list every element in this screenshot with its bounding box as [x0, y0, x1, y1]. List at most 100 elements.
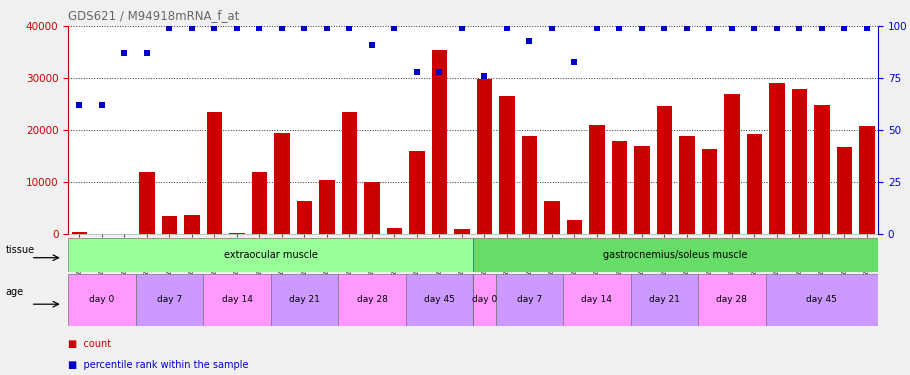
Point — [207, 26, 222, 32]
Bar — [836, 147, 853, 234]
Text: day 14: day 14 — [221, 296, 252, 304]
Bar — [364, 182, 379, 234]
Bar — [473, 238, 878, 272]
Bar — [274, 133, 290, 234]
Bar — [589, 125, 605, 234]
Bar — [679, 135, 695, 234]
Bar — [612, 141, 627, 234]
Bar — [136, 274, 203, 326]
Bar — [473, 274, 496, 326]
Text: day 28: day 28 — [716, 296, 747, 304]
Point — [747, 26, 762, 32]
Point — [703, 26, 717, 32]
Point — [567, 58, 581, 64]
Point — [342, 26, 357, 32]
Point — [860, 26, 875, 32]
Point — [252, 26, 267, 32]
Bar — [769, 84, 784, 234]
Bar — [634, 146, 650, 234]
Bar — [496, 274, 563, 326]
Point — [319, 26, 334, 32]
Point — [432, 69, 447, 75]
Point — [612, 26, 627, 32]
Bar — [814, 105, 830, 234]
Text: extraocular muscle: extraocular muscle — [224, 250, 318, 260]
Point — [275, 26, 289, 32]
Bar — [184, 214, 200, 234]
Bar — [521, 135, 537, 234]
Text: day 45: day 45 — [806, 296, 837, 304]
Point — [545, 26, 560, 32]
Bar — [544, 201, 560, 234]
Bar — [341, 112, 358, 234]
Bar — [251, 172, 268, 234]
Bar — [656, 106, 672, 234]
Text: day 7: day 7 — [517, 296, 542, 304]
Bar — [68, 238, 473, 272]
Bar — [454, 229, 470, 234]
Point — [477, 73, 491, 79]
Bar — [162, 216, 177, 234]
Point — [814, 26, 829, 32]
Bar — [139, 172, 155, 234]
Text: day 21: day 21 — [649, 296, 680, 304]
Text: GDS621 / M94918mRNA_f_at: GDS621 / M94918mRNA_f_at — [68, 9, 239, 22]
Bar — [631, 274, 698, 326]
Text: day 21: day 21 — [289, 296, 320, 304]
Bar — [387, 228, 402, 234]
Point — [724, 26, 739, 32]
Point — [634, 26, 649, 32]
Bar — [765, 274, 878, 326]
Bar — [499, 96, 515, 234]
Point — [95, 102, 109, 108]
Text: age: age — [5, 287, 24, 297]
Point — [229, 26, 244, 32]
Point — [770, 26, 784, 32]
Point — [185, 26, 199, 32]
Point — [298, 26, 312, 32]
Bar — [339, 274, 406, 326]
Bar — [319, 180, 335, 234]
Bar — [698, 274, 765, 326]
Bar — [203, 274, 271, 326]
Point — [837, 26, 852, 32]
Bar — [431, 50, 448, 234]
Text: ■  count: ■ count — [68, 339, 111, 350]
Point — [140, 50, 155, 56]
Bar — [477, 80, 492, 234]
Bar — [271, 274, 339, 326]
Point — [522, 38, 537, 44]
Point — [72, 102, 86, 108]
Bar — [207, 112, 222, 234]
Text: day 7: day 7 — [157, 296, 182, 304]
Bar — [746, 134, 763, 234]
Point — [365, 42, 379, 48]
Bar — [567, 220, 582, 234]
Bar — [297, 201, 312, 234]
Point — [117, 50, 132, 56]
Text: tissue: tissue — [5, 245, 35, 255]
Bar — [724, 94, 740, 234]
Bar — [792, 89, 807, 234]
Point — [410, 69, 424, 75]
Bar — [859, 126, 875, 234]
Point — [162, 26, 177, 32]
Text: day 28: day 28 — [357, 296, 388, 304]
Text: day 45: day 45 — [424, 296, 455, 304]
Point — [680, 26, 694, 32]
Text: day 14: day 14 — [581, 296, 612, 304]
Bar — [410, 151, 425, 234]
Point — [792, 26, 806, 32]
Bar — [563, 274, 631, 326]
Bar — [72, 232, 87, 234]
Text: day 0: day 0 — [89, 296, 115, 304]
Point — [657, 26, 672, 32]
Bar — [229, 233, 245, 234]
Bar — [406, 274, 473, 326]
Text: gastrocnemius/soleus muscle: gastrocnemius/soleus muscle — [603, 250, 748, 260]
Text: day 0: day 0 — [471, 296, 497, 304]
Text: ■  percentile rank within the sample: ■ percentile rank within the sample — [68, 360, 248, 370]
Bar — [68, 274, 136, 326]
Point — [387, 26, 401, 32]
Bar — [702, 148, 717, 234]
